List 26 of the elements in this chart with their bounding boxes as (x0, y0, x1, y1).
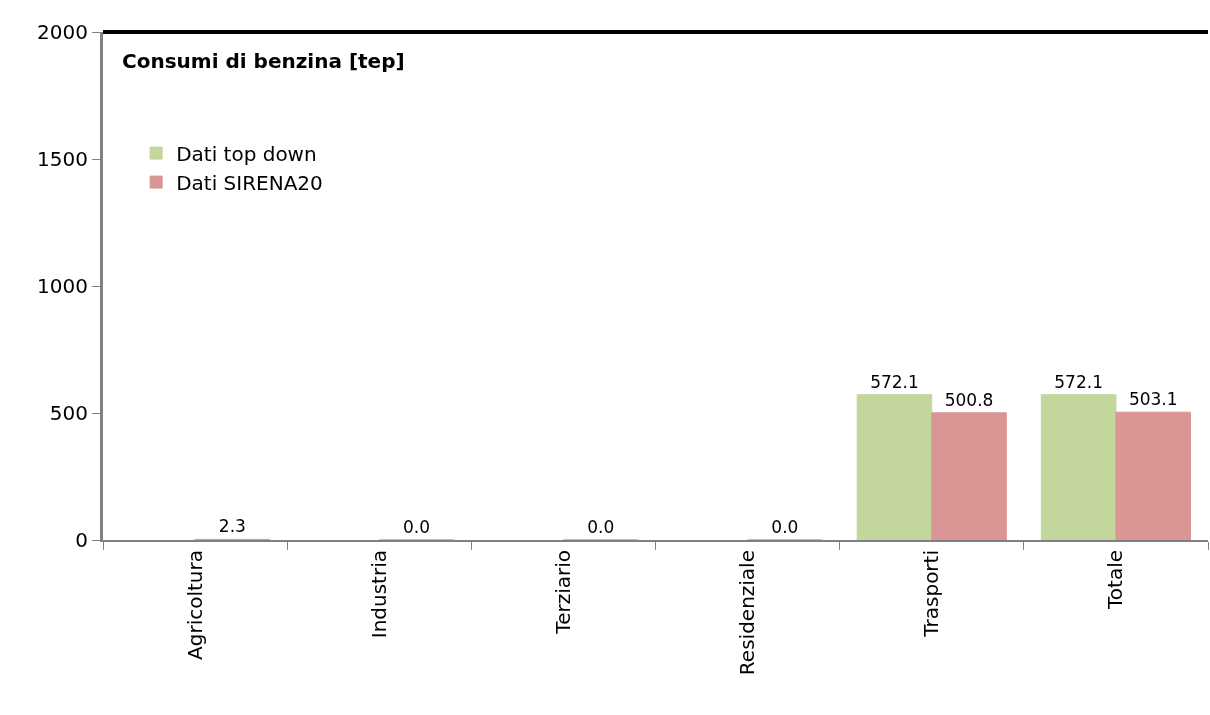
y-tick-label: 1000 (37, 274, 88, 298)
bar (856, 394, 933, 540)
data-label: 572.1 (1054, 371, 1103, 392)
data-label: 2.3 (218, 516, 246, 537)
bar (1115, 411, 1191, 540)
data-label: 0.0 (587, 517, 615, 537)
legend-label: Dati SIRENA20 (176, 170, 323, 195)
x-tick-label: Residenziale (735, 550, 760, 676)
x-tick-label: Terziario (550, 550, 575, 635)
bar (931, 412, 1007, 540)
x-tick-label: Industria (366, 550, 391, 639)
bar (1040, 394, 1117, 540)
x-tick-label: Agricoltura (182, 550, 207, 660)
x-tick-label: Totale (1103, 550, 1128, 611)
y-tick-label: 2000 (37, 20, 88, 44)
legend-label: Dati top down (176, 141, 317, 166)
data-label: 500.8 (944, 389, 994, 410)
data-label: 572.1 (870, 371, 919, 392)
text: Consumi di benzina [tep] (122, 49, 405, 73)
data-label: 0.0 (771, 517, 799, 537)
y-tick-label: 500 (49, 401, 88, 425)
x-tick-label: Trasporti (919, 550, 944, 638)
data-label: 0.0 (403, 517, 431, 537)
y-tick-label: 1500 (37, 147, 88, 171)
data-label: 503.1 (1128, 389, 1178, 410)
y-tick-label: 0 (75, 528, 88, 552)
